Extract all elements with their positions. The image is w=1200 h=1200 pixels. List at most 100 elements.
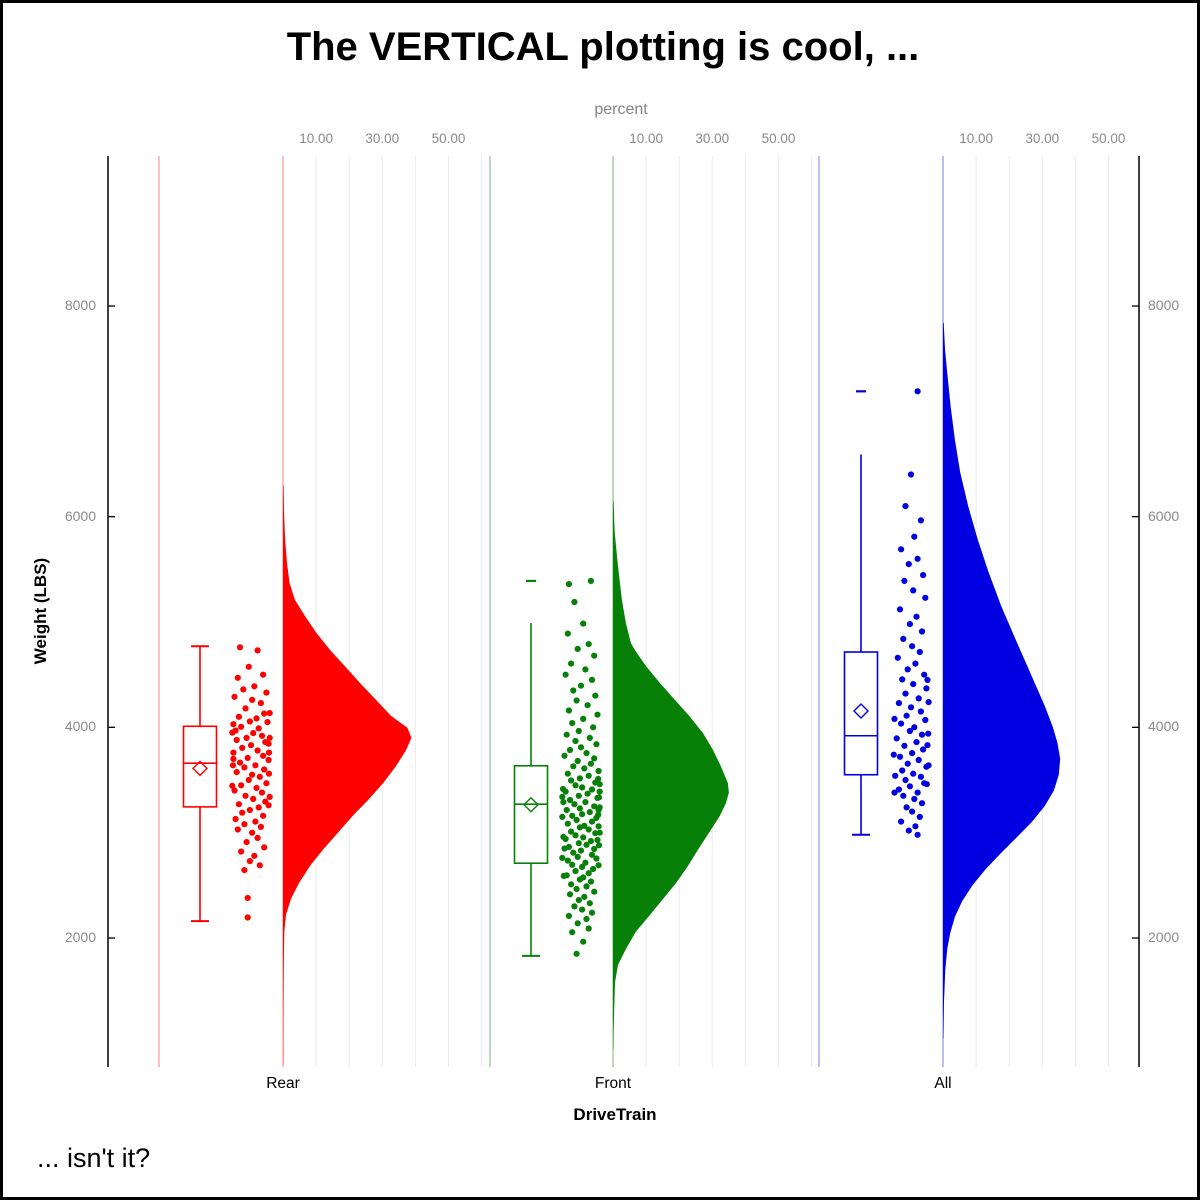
all-data-point <box>894 654 901 661</box>
x-category-label: Rear <box>266 1075 300 1092</box>
percent-tick-label: 50.00 <box>761 131 796 146</box>
rear-data-point <box>230 755 237 763</box>
front-data-point <box>575 727 582 735</box>
rear-data-point <box>265 740 272 747</box>
rear-data-point <box>230 749 237 756</box>
rear-data-point <box>231 787 238 794</box>
rear-data-point <box>263 780 270 787</box>
rear-data-point <box>232 815 239 823</box>
front-data-point <box>593 741 600 748</box>
front-data-point <box>591 652 598 659</box>
rear-data-point <box>233 769 240 776</box>
all-data-point <box>901 577 908 585</box>
front-data-point <box>591 888 598 895</box>
front-data-point <box>568 881 575 888</box>
all-data-point <box>892 772 899 779</box>
front-box <box>513 764 549 865</box>
x-category-label: All <box>934 1075 952 1092</box>
front-data-point <box>579 784 586 791</box>
rear-data-point <box>238 848 245 855</box>
all-data-point <box>895 700 903 707</box>
rear-data-point <box>243 839 250 846</box>
all-data-point <box>899 676 906 683</box>
all-data-point <box>915 756 922 764</box>
front-data-point <box>595 842 603 849</box>
front-data-point <box>582 859 589 866</box>
rear-data-point <box>234 674 241 681</box>
rear-data-point <box>254 834 261 842</box>
all-data-point <box>904 666 911 673</box>
all-data-point <box>923 685 930 692</box>
rear-data-point <box>239 744 246 752</box>
front-data-point <box>576 805 584 812</box>
rear-data-point <box>250 795 257 803</box>
rear-data-point <box>254 747 261 754</box>
front-data-point <box>560 872 567 880</box>
all-data-point <box>895 786 903 793</box>
front-data-point <box>594 711 601 718</box>
all-data-point <box>925 730 932 737</box>
front-data-point <box>593 855 600 862</box>
rear-data-point <box>238 782 245 789</box>
all-data-point <box>891 715 898 723</box>
percent-tick-label: 30.00 <box>365 131 400 146</box>
all-data-point <box>907 471 915 478</box>
all-data-point <box>900 792 907 799</box>
all-data-point <box>916 813 923 821</box>
front-data-point <box>587 878 595 885</box>
front-data-point <box>579 811 586 818</box>
y-tick-label-left: 6000 <box>64 507 96 524</box>
front-data-point <box>582 799 589 806</box>
all-data-point <box>922 716 929 724</box>
x-category-label: Front <box>594 1075 632 1092</box>
front-data-point <box>594 794 601 802</box>
rear-data-point <box>244 894 251 902</box>
front-data-point <box>590 724 597 731</box>
all-data-point <box>912 660 919 667</box>
all-data-point <box>893 735 900 742</box>
front-data-point <box>562 835 569 843</box>
all-data-point <box>911 724 918 731</box>
rear-data-point <box>239 809 246 816</box>
front-data-point <box>587 838 595 845</box>
front-data-point <box>564 820 571 827</box>
front-data-point <box>583 841 590 848</box>
front-data-point <box>583 915 590 923</box>
rear-data-point <box>236 759 244 766</box>
rear-box <box>182 725 218 808</box>
rear-data-point <box>240 686 247 693</box>
rear-data-point <box>249 771 256 778</box>
front-data-point <box>566 796 574 804</box>
front-data-point <box>581 893 588 901</box>
rear-data-point <box>231 693 238 700</box>
all-data-point <box>896 606 904 613</box>
front-data-point <box>580 620 587 627</box>
rear-data-point <box>257 700 264 707</box>
all-data-point <box>910 587 917 594</box>
front-data-point <box>569 812 576 819</box>
all-data-point <box>896 753 904 760</box>
front-data-point <box>595 823 602 830</box>
front-data-point <box>572 832 579 839</box>
front-data-point <box>576 824 584 831</box>
all-data-point <box>920 572 927 579</box>
rear-data-point <box>255 725 262 732</box>
all-box <box>843 651 879 776</box>
all-data-point <box>914 388 921 395</box>
front-data-point <box>565 581 573 588</box>
top-axis-label: percent <box>594 101 648 118</box>
front-data-point <box>563 731 570 738</box>
all-data-point <box>923 781 930 788</box>
front-data-point <box>559 813 566 821</box>
rear-data-point <box>253 784 260 792</box>
front-data-point <box>595 862 602 869</box>
rear-data-point <box>254 647 261 654</box>
front-data-point <box>585 925 592 932</box>
front-data-point <box>566 891 574 898</box>
front-data-point <box>571 801 578 808</box>
rear-mean-diamond <box>192 760 208 777</box>
rear-data-point <box>229 729 236 736</box>
rear-data-point <box>234 826 241 833</box>
chart-title: The VERTICAL plotting is cool, ... <box>286 25 920 69</box>
